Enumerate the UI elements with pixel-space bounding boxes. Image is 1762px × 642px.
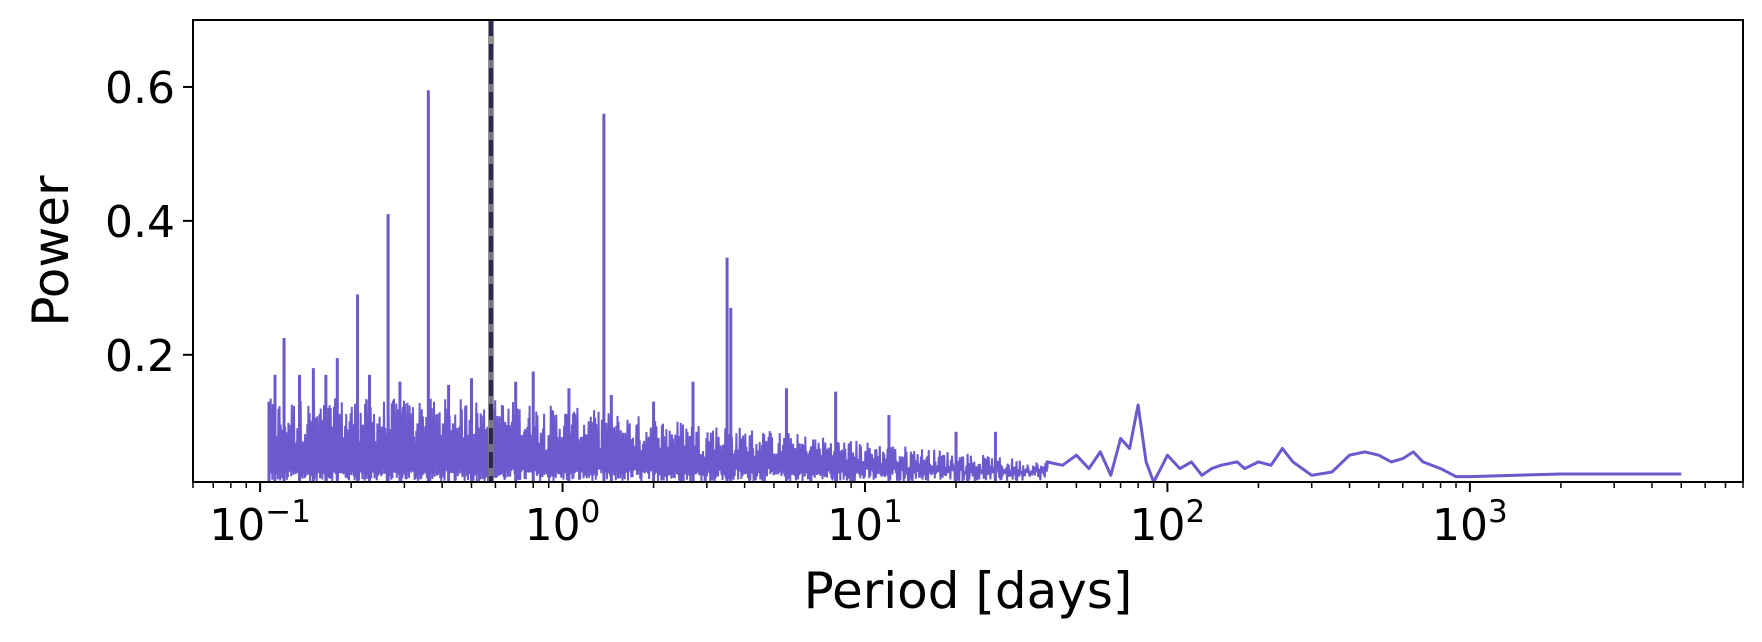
x-tick-label-3: 102 (1130, 494, 1206, 551)
x-tick-label-1: 100 (525, 494, 601, 551)
x-tick-label-2: 101 (827, 494, 903, 551)
y-axis: 0.2 0.4 0.6 (105, 63, 193, 382)
x-tick-label-0: 10−1 (209, 494, 311, 551)
x-axis-label: Period [days] (804, 562, 1133, 620)
y-tick-label-1: 0.4 (105, 197, 175, 248)
power-series-smooth (1045, 403, 1682, 482)
axes-frame (192, 19, 1744, 483)
power-series-noise (268, 398, 1049, 482)
x-tick-label-4: 103 (1432, 494, 1508, 551)
plot-area (267, 46, 1682, 482)
y-tick-label-2: 0.6 (105, 63, 175, 114)
x-axis: 10−1 100 101 102 103 (192, 482, 1744, 551)
y-tick-label-0: 0.2 (105, 331, 175, 382)
y-axis-label: Power (22, 175, 80, 327)
